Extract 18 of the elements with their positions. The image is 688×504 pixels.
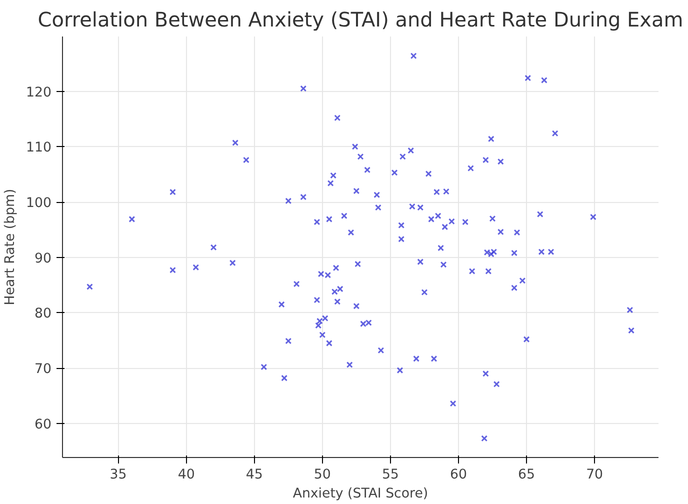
x-tick-label: 60 [450, 468, 467, 482]
x-tick-label: 40 [178, 468, 195, 482]
y-tick-label: 90 [34, 251, 52, 266]
x-tick-label: 35 [110, 468, 127, 482]
x-tick-label: 65 [518, 468, 535, 482]
x-axis-title: Anxiety (STAI Score) [292, 486, 428, 502]
y-tick-label: 60 [34, 417, 52, 432]
y-axis-title: Heart Rate (bpm) [3, 188, 18, 306]
y-tick-label: 100 [26, 196, 52, 212]
y-tick-label: 70 [34, 362, 52, 378]
y-tick-label: 80 [34, 306, 52, 322]
y-tick-label: 110 [26, 140, 52, 156]
x-tick-label: 70 [586, 468, 604, 482]
x-tick-label: 45 [246, 468, 263, 482]
chart-title: Correlation Between Anxiety (STAI) and Heart Rate During Exam [38, 8, 684, 32]
x-tick-label: 55 [382, 468, 399, 482]
x-tick-label: 50 [314, 468, 331, 482]
y-tick-label: 120 [26, 85, 52, 100]
